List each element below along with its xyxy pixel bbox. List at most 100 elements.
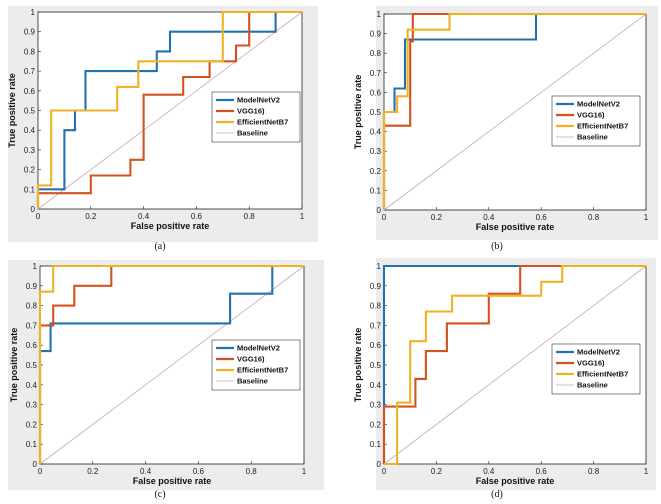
x-tick-label: 1: [300, 212, 305, 221]
caption-c: (c): [154, 489, 165, 500]
legend-label-efficientnetb7: EfficientNetB7: [577, 370, 628, 379]
y-tick-label: 0.8: [24, 47, 36, 56]
y-tick-label: 1: [31, 8, 36, 17]
legend-label-modelnetv2: ModelNetV2: [237, 344, 280, 353]
roc-chart-d: 0 0.2 0.4 0.6 0.8 1 0 0.1 0.2 0.3 0.4 0.5 0.6 0.7 0.8 0…: [353, 258, 656, 500]
x-tick-label: 0: [382, 213, 387, 222]
x-tick-label: 0.4: [138, 212, 150, 221]
x-tick-label: 0.2: [431, 213, 443, 222]
legend-label-efficientnetb7: EfficientNetB7: [237, 366, 288, 375]
x-tick-label: 0.4: [483, 213, 495, 222]
legend-label-baseline: Baseline: [577, 133, 608, 142]
roc-panel-d: 0 0.2 0.4 0.6 0.8 1 0 0.1 0.2 0.3 0.4 0.5 0.6 0.7 0.8 0…: [330, 252, 661, 504]
x-axis-label: False positive rate: [476, 476, 555, 486]
y-tick-label: 0.8: [26, 302, 38, 311]
y-tick-label: 0.4: [370, 381, 382, 390]
y-tick-label: 0.1: [370, 186, 382, 195]
legend-label-vgg16: VGG16): [237, 355, 265, 364]
x-axis-label: False positive rate: [133, 476, 212, 486]
x-tick-label: 0.8: [244, 212, 256, 221]
x-tick-label: 0: [38, 467, 43, 476]
x-tick-label: 0.8: [246, 467, 258, 476]
y-tick-label: 0.4: [26, 381, 38, 390]
series-line-modelnetv2: [36, 10, 302, 209]
y-tick-label: 0.7: [370, 69, 382, 78]
legend-label-baseline: Baseline: [237, 129, 268, 138]
x-tick-label: 0.6: [536, 467, 548, 476]
legend-label-modelnetv2: ModelNetV2: [577, 100, 620, 109]
legend-label-baseline: Baseline: [577, 381, 608, 390]
x-tick-label: 0.4: [483, 467, 495, 476]
x-tick-label: 1: [644, 213, 649, 222]
series-line-efficientnetb7: [384, 264, 646, 466]
legend-label-vgg16: VGG16): [577, 359, 605, 368]
series-line-efficientnetb7: [382, 12, 646, 210]
y-tick-label: 0.5: [26, 361, 38, 370]
series-line-baseline: [383, 265, 647, 465]
y-tick-label: 0.9: [370, 282, 382, 291]
y-tick-label: 0.3: [370, 147, 382, 156]
x-tick-label: 0.4: [140, 467, 152, 476]
y-tick-label: 0: [377, 460, 382, 469]
y-tick-label: 0.7: [26, 321, 38, 330]
y-tick-label: 0.2: [26, 420, 38, 429]
y-tick-label: 0.1: [26, 440, 38, 449]
legend-label-baseline: Baseline: [237, 377, 268, 386]
series-line-vgg16: [36, 10, 302, 209]
y-tick-label: 0.4: [370, 128, 382, 137]
y-tick-label: 0.2: [370, 420, 382, 429]
series-line-efficientnetb7: [36, 10, 302, 209]
y-tick-label: 0.3: [370, 401, 382, 410]
y-tick-label: 0: [31, 205, 36, 214]
series-line-efficientnetb7: [38, 264, 304, 464]
series-line-baseline: [37, 11, 303, 210]
y-tick-label: 0.5: [24, 107, 36, 116]
x-tick-label: 0.8: [588, 467, 600, 476]
y-tick-label: 0.3: [26, 401, 38, 410]
roc-chart-c: 0 0.2 0.4 0.6 0.8 1 0 0.1 0.2 0.3 0.4 0.5 0.6 0.7 0.8 0…: [8, 260, 324, 500]
roc-panel-b: 0 0.2 0.4 0.6 0.8 1 0 0.1 0.2 0.3 0.4 0.5 0.6 0.7 0.8 0…: [330, 0, 661, 252]
roc-chart-b: 0 0.2 0.4 0.6 0.8 1 0 0.1 0.2 0.3 0.4 0.5 0.6 0.7 0.8 0…: [353, 6, 658, 252]
roc-panel-c: 0 0.2 0.4 0.6 0.8 1 0 0.1 0.2 0.3 0.4 0.5 0.6 0.7 0.8 0…: [0, 252, 330, 504]
x-tick-label: 0: [36, 212, 41, 221]
legend-label-efficientnetb7: EfficientNetB7: [237, 118, 288, 127]
y-tick-label: 0.6: [370, 88, 382, 97]
y-tick-label: 0.9: [370, 30, 382, 39]
y-tick-label: 0.9: [24, 28, 36, 37]
y-tick-label: 0.3: [24, 146, 36, 155]
legend-label-modelnetv2: ModelNetV2: [577, 348, 620, 357]
x-tick-label: 0.6: [191, 212, 203, 221]
y-tick-label: 1: [377, 262, 382, 271]
y-tick-label: 0: [33, 460, 38, 469]
y-tick-label: 0.1: [370, 440, 382, 449]
roc-panel-a: 0 0.2 0.4 0.6 0.8 1 0 0.1 0.2 0.3 0.4 0.5 0.6 0.7 0.8 0…: [0, 0, 330, 252]
y-axis-label: True positive rate: [9, 328, 19, 403]
legend-label-efficientnetb7: EfficientNetB7: [577, 122, 628, 131]
x-tick-label: 1: [302, 467, 307, 476]
x-axis-label: False positive rate: [131, 221, 210, 231]
series-line-baseline: [39, 265, 305, 465]
y-tick-label: 0.2: [370, 167, 382, 176]
y-tick-label: 1: [377, 10, 382, 19]
x-tick-label: 0.2: [87, 467, 99, 476]
x-tick-label: 0.6: [536, 213, 548, 222]
x-tick-label: 1: [644, 467, 649, 476]
x-tick-label: 0.6: [193, 467, 205, 476]
x-tick-label: 0.2: [431, 467, 443, 476]
y-tick-label: 0.6: [24, 87, 36, 96]
y-tick-label: 1: [33, 262, 38, 271]
x-tick-label: 0.2: [85, 212, 97, 221]
legend-label-vgg16: VGG16): [237, 107, 265, 116]
y-tick-label: 0.8: [370, 49, 382, 58]
y-tick-label: 0.9: [26, 282, 38, 291]
legend-label-modelnetv2: ModelNetV2: [237, 96, 280, 105]
legend-label-vgg16: VGG16): [577, 111, 605, 120]
series-line-vgg16: [38, 264, 304, 464]
y-tick-label: 0.7: [370, 321, 382, 330]
y-tick-label: 0.8: [370, 302, 382, 311]
series-line-modelnetv2: [38, 264, 304, 464]
y-tick-label: 0.4: [24, 126, 36, 135]
caption-b: (b): [491, 241, 503, 252]
series-line-vgg16: [382, 264, 646, 464]
y-tick-label: 0.6: [26, 341, 38, 350]
